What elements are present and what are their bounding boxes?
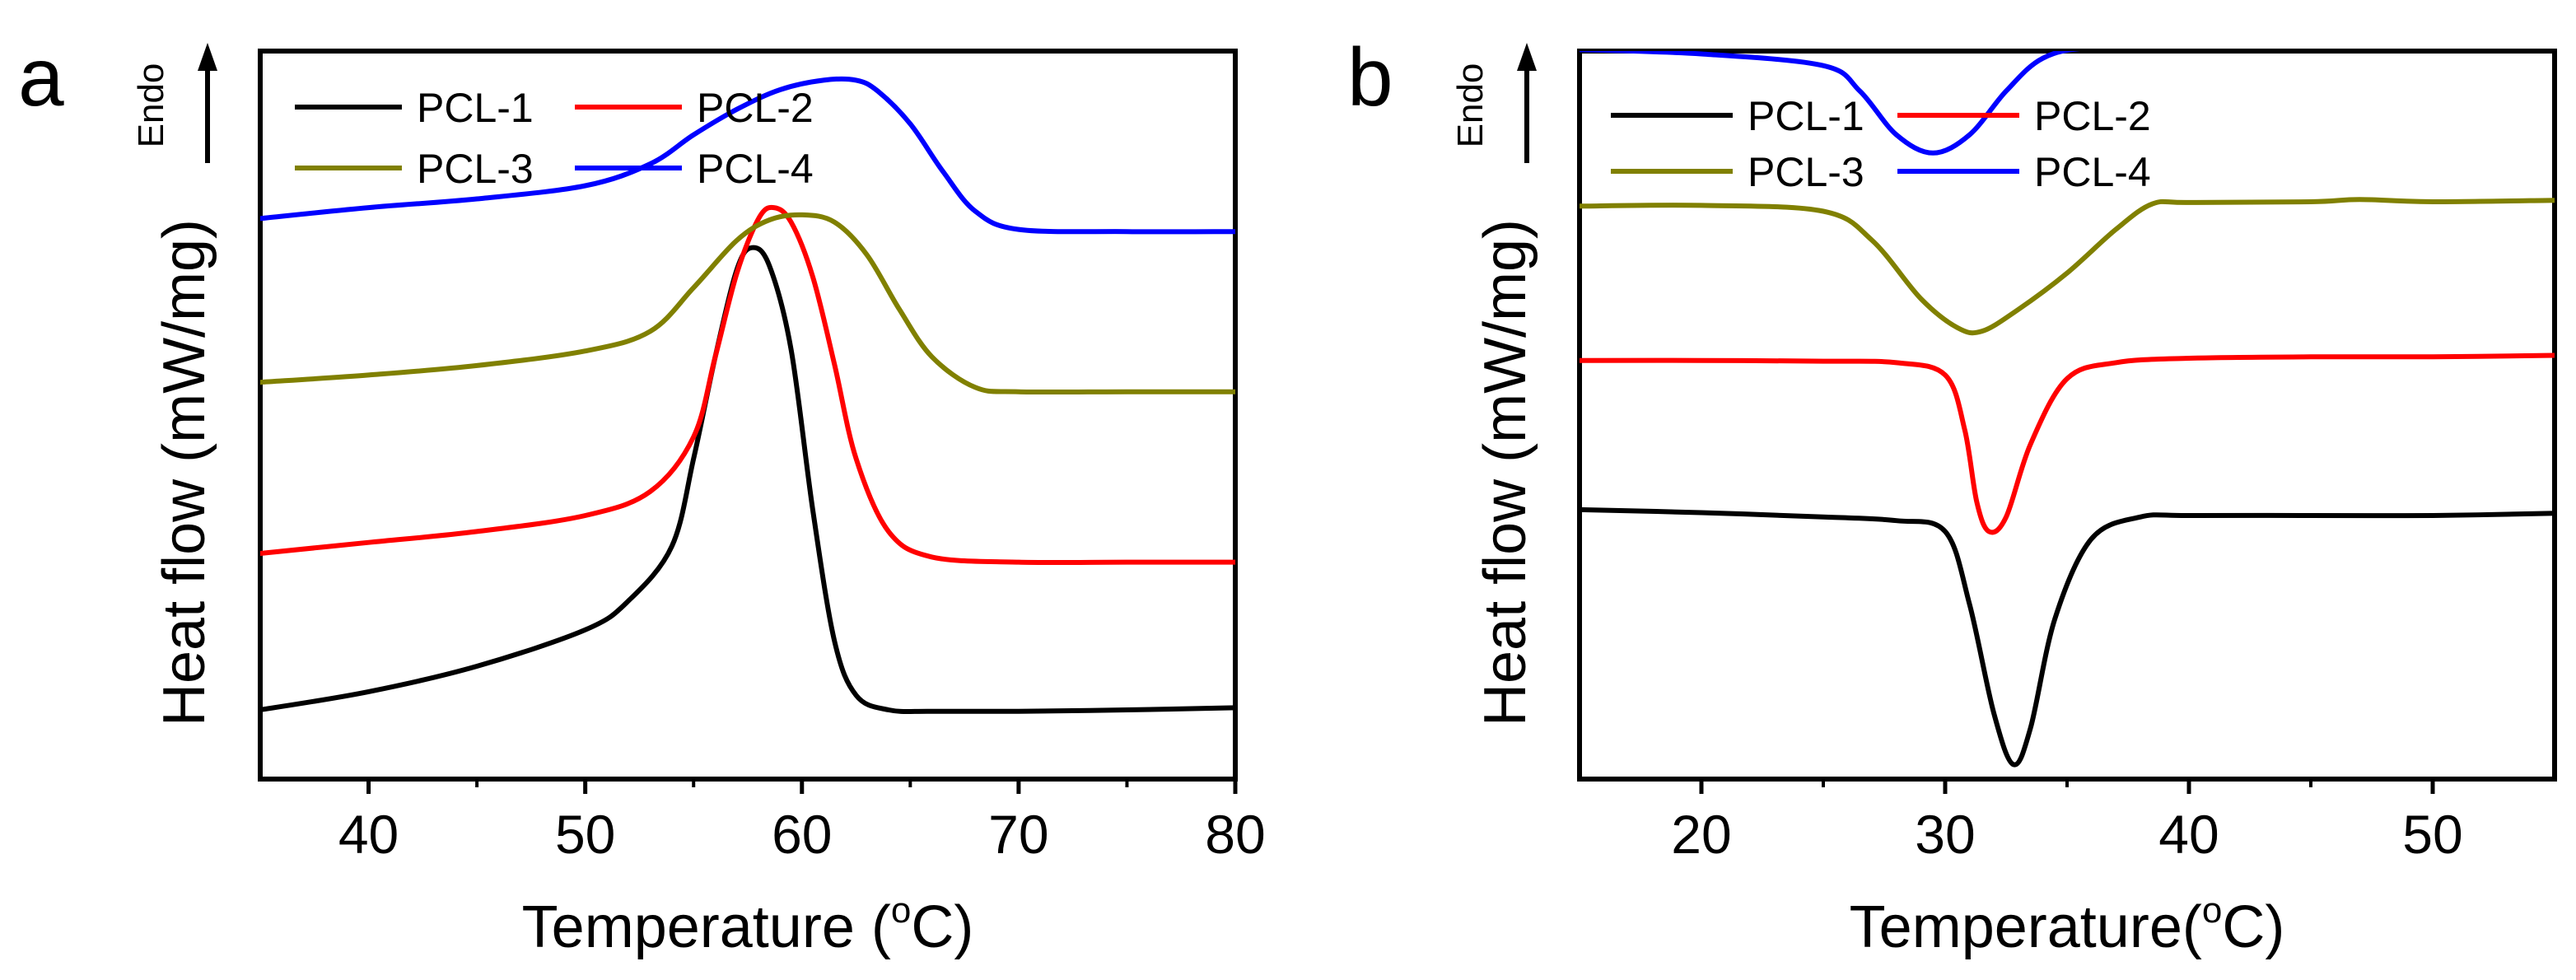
- endo-indicator-a: Endo: [131, 43, 217, 163]
- x-axis-title-a-suffix: C): [911, 894, 973, 960]
- x-axis-title-a-degree: o: [891, 890, 911, 931]
- series-line-pcl-3: [260, 212, 1235, 395]
- endo-label-a: Endo: [131, 63, 171, 148]
- endo-label-b: Endo: [1450, 63, 1491, 148]
- x-tick-label-b: 30: [1915, 804, 1975, 865]
- series-line-pcl-4: [1580, 51, 2080, 156]
- series-line-pcl-4: [260, 76, 1235, 235]
- series-line-pcl-1: [1580, 506, 2555, 768]
- x-tick-label-a: 70: [988, 804, 1048, 865]
- x-tick-label-a: 40: [338, 804, 399, 865]
- y-axis-title-b: Heat flow (mW/mg): [1472, 219, 1538, 726]
- series-group-b: [1580, 51, 2555, 768]
- series-line-pcl-1: [260, 245, 1235, 715]
- x-ticks-a: 40 50 60 70 80: [338, 779, 1266, 865]
- panel-label-a: a: [18, 31, 64, 124]
- series-group-a: [260, 76, 1235, 715]
- y-axis-title-a: Heat flow (mW/mg): [152, 219, 217, 726]
- x-tick-label-a: 50: [555, 804, 615, 865]
- x-axis-title-a-prefix: Temperature (: [522, 894, 891, 960]
- plot-frame-a: [258, 49, 1238, 782]
- endo-arrow-head-a: [198, 43, 217, 71]
- legend-label-pcl-1: PCL-1: [417, 85, 534, 131]
- legend-b: PCL-1 PCL-2 PCL-3 PCL-4: [1611, 93, 2151, 195]
- x-tick-label-b: 40: [2158, 804, 2219, 865]
- panel-b: b Endo Heat flow (mW/mg) 20 30 40 50 PCL-1 P…: [1347, 31, 2557, 960]
- legend-label-pcl-4: PCL-4: [2034, 149, 2151, 195]
- legend-label-pcl-3: PCL-3: [417, 146, 534, 192]
- x-ticks-b: 20 30 40 50: [1671, 779, 2463, 865]
- legend-label-pcl-2: PCL-2: [697, 85, 814, 131]
- series-line-pcl-2: [260, 204, 1235, 566]
- legend-label-pcl-3: PCL-3: [1748, 149, 1864, 195]
- endo-arrow-head-b: [1517, 43, 1537, 71]
- x-axis-title-b: Temperature(oC): [1850, 890, 2285, 960]
- panel-a: a Endo Heat flow (mW/mg) 40 50 60 70 80 PCL-…: [18, 31, 1266, 960]
- legend-label-pcl-1: PCL-1: [1748, 93, 1864, 139]
- x-tick-label-a: 80: [1205, 804, 1265, 865]
- legend-label-pcl-2: PCL-2: [2034, 93, 2151, 139]
- panel-label-b: b: [1347, 31, 1393, 124]
- legend-a: PCL-1 PCL-2 PCL-3 PCL-4: [295, 85, 814, 192]
- series-line-pcl-3: [1580, 197, 2555, 336]
- x-axis-title-a: Temperature (oC): [522, 890, 974, 960]
- x-tick-label-b: 20: [1671, 804, 1731, 865]
- series-line-pcl-2: [1580, 352, 2555, 535]
- x-axis-title-b-prefix: Temperature(: [1850, 894, 2202, 960]
- x-axis-title-b-suffix: C): [2222, 894, 2284, 960]
- x-axis-title-b-degree: o: [2202, 890, 2222, 931]
- legend-label-pcl-4: PCL-4: [697, 146, 814, 192]
- x-tick-label-b: 50: [2402, 804, 2462, 865]
- endo-indicator-b: Endo: [1450, 43, 1537, 163]
- x-tick-label-a: 60: [772, 804, 832, 865]
